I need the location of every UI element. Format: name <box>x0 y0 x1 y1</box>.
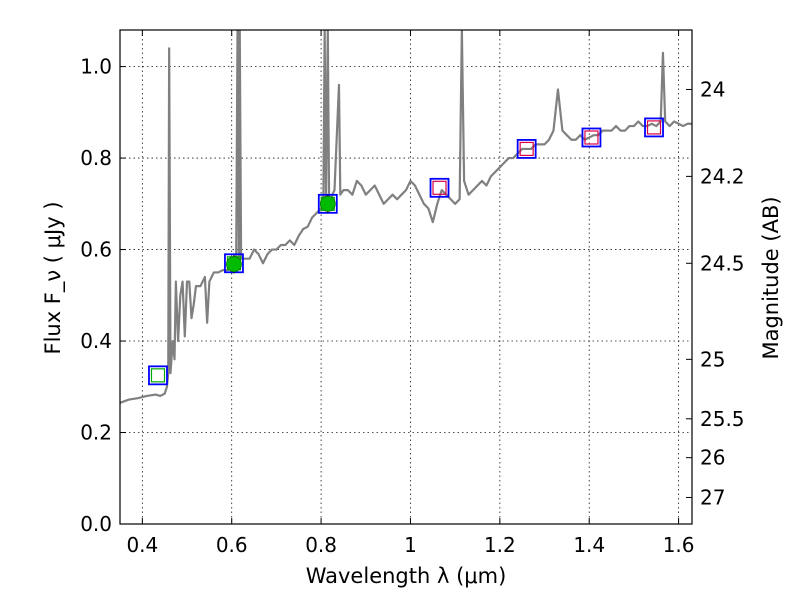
model-photometry-box <box>516 139 537 159</box>
right-tick-label: 27 <box>700 485 725 509</box>
x-tick-label: 0.6 <box>216 533 248 557</box>
x-tick-label: 1 <box>404 533 417 557</box>
right-tick-label: 24 <box>700 77 725 101</box>
model-photometry-box <box>581 127 602 148</box>
right-tick-label: 25 <box>700 347 725 371</box>
y-tick-label: 0.0 <box>80 512 112 536</box>
right-tick-label: 24.2 <box>700 164 745 188</box>
x-tick-label: 0.4 <box>126 533 158 557</box>
y-tick-label: 0.2 <box>80 421 112 445</box>
model-photometry-box <box>644 117 664 138</box>
y-axis-label: Flux F_ν ( μJy ) <box>41 201 66 354</box>
right-tick-label: 25.5 <box>700 407 745 431</box>
observed-flux-point <box>226 256 242 273</box>
model-photometry-box <box>429 177 450 198</box>
y-tick-label: 0.8 <box>80 146 112 170</box>
axes-frame <box>119 29 693 525</box>
photometry-square <box>150 368 166 383</box>
x-axis-label: Wavelength λ (μm) <box>306 564 507 588</box>
photometry-square <box>432 180 447 195</box>
right-tick-label: 24.5 <box>700 251 745 275</box>
observed-flux-point <box>319 195 336 212</box>
y-tick-label: 0.4 <box>80 329 112 353</box>
tick-marks <box>120 30 692 525</box>
y-tick-label: 1.0 <box>80 55 112 79</box>
plot-series <box>120 30 692 404</box>
model-photometry-box <box>148 365 168 386</box>
tick-labels: 0.4 0.6 0.8 1 1.2 1.4 1.6 0.0 0.2 0.4 0.6 0.8 1.0 24 2… <box>80 55 744 557</box>
x-tick-label: 0.8 <box>305 533 337 557</box>
spectrum-line <box>120 30 692 404</box>
right-tick-label: 26 <box>700 446 725 470</box>
x-tick-label: 1.4 <box>573 533 605 557</box>
x-tick-label: 1.6 <box>663 533 695 557</box>
y-tick-label: 0.6 <box>80 238 112 262</box>
photometry-square <box>584 130 599 145</box>
photometry-square <box>646 120 662 135</box>
right-axis-label: Magnitude (AB) <box>759 196 783 359</box>
photometry-square <box>519 141 534 157</box>
x-tick-label: 1.2 <box>484 533 516 557</box>
